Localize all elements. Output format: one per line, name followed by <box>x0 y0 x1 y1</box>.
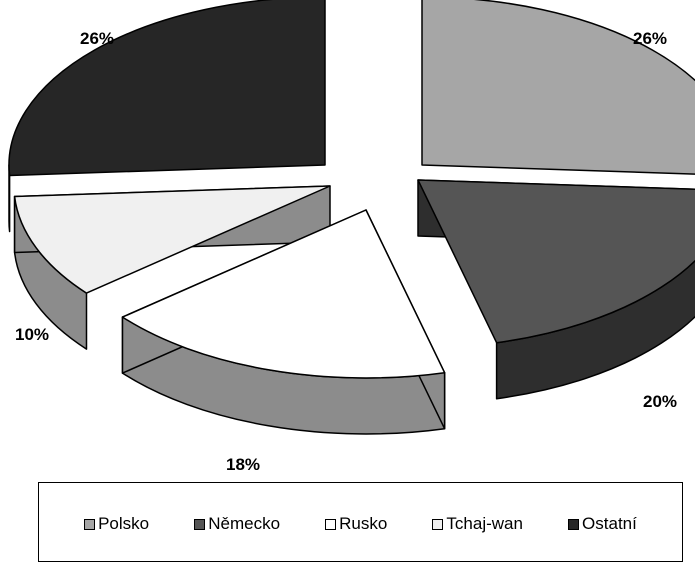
data-label-tchaj-wan: 10% <box>15 325 49 344</box>
legend-label: Ostatní <box>582 514 637 533</box>
legend-label: Německo <box>208 514 281 533</box>
slice-tchaj-wan <box>13 185 331 350</box>
slice-rusko <box>121 209 446 435</box>
legend-swatch <box>432 518 444 530</box>
legend-label: Rusko <box>339 514 388 533</box>
legend-item-nemecko: Německo <box>194 514 280 534</box>
legend-item-tchaj-wan: Tchaj-wan <box>432 514 523 534</box>
legend-item-ostatni: Ostatní <box>568 514 637 534</box>
legend: Polsko Německo Rusko Tchaj-wan Ostatní <box>38 482 683 562</box>
data-label-ostatni: 26% <box>80 29 114 48</box>
slice-top <box>8 0 326 177</box>
legend-label: Polsko <box>98 514 150 533</box>
legend-item-polsko: Polsko <box>84 514 149 534</box>
slice-top <box>121 209 446 379</box>
legend-item-rusko: Rusko <box>325 514 387 534</box>
slice-ostatni <box>8 0 326 233</box>
legend-swatch <box>568 518 580 530</box>
data-label-polsko: 26% <box>633 29 667 48</box>
legend-label: Tchaj-wan <box>446 514 523 533</box>
legend-swatch <box>84 518 96 530</box>
data-label-rusko: 18% <box>226 455 260 474</box>
slice-top <box>421 0 695 175</box>
slice-side <box>495 259 695 400</box>
slice-top <box>417 179 695 344</box>
legend-swatch <box>194 518 206 530</box>
slice-top <box>13 185 331 294</box>
pie-chart: 26% 20% 18% 10% 26% <box>8 0 695 474</box>
legend-swatch <box>325 518 337 530</box>
data-label-nemecko: 20% <box>643 392 677 411</box>
slice-polsko <box>421 0 695 175</box>
slice-nemecko <box>417 179 695 400</box>
